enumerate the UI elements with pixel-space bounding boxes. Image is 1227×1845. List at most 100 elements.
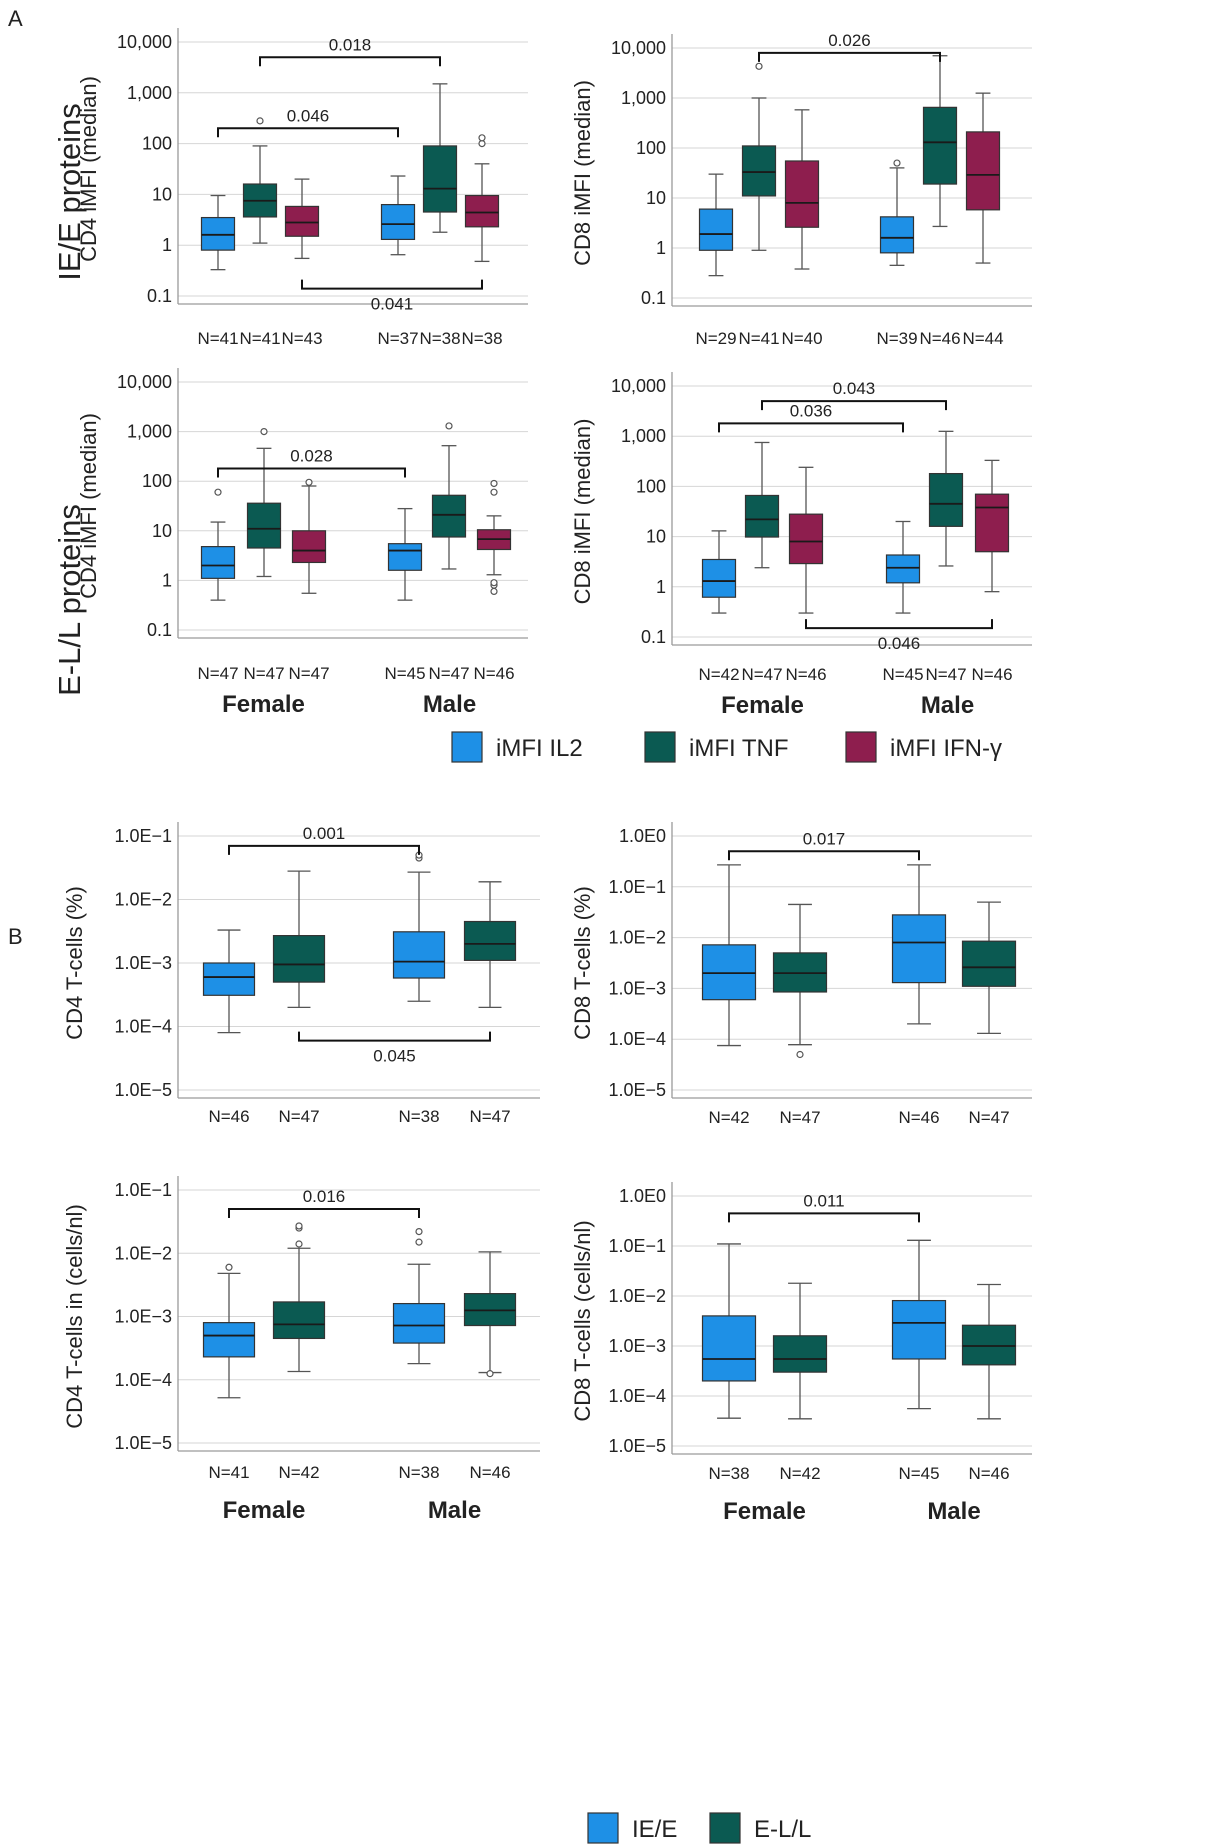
outlier-point <box>478 134 486 142</box>
box-e_l_l <box>463 920 517 961</box>
y-tick-label: 10 <box>646 527 666 547</box>
y-tick-label: 10,000 <box>117 32 172 52</box>
box-tnf <box>744 494 780 538</box>
box-ifn <box>284 205 320 237</box>
legend-label: IE/E <box>632 1816 677 1843</box>
legend-swatch <box>451 731 483 763</box>
n-label: N=46 <box>469 1463 510 1482</box>
y-tick-label: 0.1 <box>641 288 666 308</box>
box-ie_e <box>202 962 256 996</box>
n-label: N=46 <box>785 665 826 684</box>
box-e_l_l <box>272 1301 326 1340</box>
n-label: N=47 <box>197 664 238 683</box>
significance-bracket <box>728 1212 920 1223</box>
significance-bracket <box>758 51 941 62</box>
charts-container: 0.1 1 10 100 1,000 10,000 CD4 iMFI (median) N=4… <box>62 28 1032 1525</box>
box-ifn <box>291 530 327 564</box>
n-label: N=47 <box>741 665 782 684</box>
n-label: N=38 <box>708 1464 749 1483</box>
box-il2 <box>380 203 416 241</box>
p-value-label: 0.041 <box>371 295 414 314</box>
p-value-label: 0.001 <box>303 824 346 843</box>
p-value-label: 0.018 <box>329 35 372 54</box>
outlier-point <box>225 1263 233 1271</box>
n-label: N=47 <box>925 665 966 684</box>
y-axis-label: CD4 iMFI (median) <box>76 76 101 262</box>
y-tick-label: 1.0E−3 <box>608 978 666 998</box>
box-ie_e <box>891 914 947 984</box>
outlier-point <box>755 62 763 70</box>
y-tick-label: 1.0E−5 <box>114 1080 172 1100</box>
legend-label: iMFI IL2 <box>496 735 583 762</box>
n-label: N=42 <box>698 665 739 684</box>
y-axis-label: CD8 iMFI (median) <box>570 80 595 266</box>
y-tick-label: 1.0E0 <box>619 1186 666 1206</box>
y-tick-label: 1.0E−3 <box>114 953 172 973</box>
significance-bracket <box>259 56 441 67</box>
significance-bracket <box>805 619 993 630</box>
significance-bracket <box>761 400 947 411</box>
row-label-e-l-l: E-L/L proteins <box>52 504 87 696</box>
y-tick-label: 1 <box>656 577 666 597</box>
y-tick-label: 100 <box>142 471 172 491</box>
y-axis-label: CD8 T-cells (cells/nl) <box>570 1220 595 1421</box>
box-ifn <box>965 131 1001 211</box>
n-label: N=45 <box>898 1464 939 1483</box>
legend-label: iMFI IFN-γ <box>890 735 1002 762</box>
n-label: N=40 <box>781 329 822 348</box>
significance-bracket <box>217 127 399 138</box>
group-label: Female <box>721 692 804 719</box>
outlier-point <box>490 579 498 587</box>
y-tick-label: 10 <box>152 521 172 541</box>
box-tnf <box>422 145 458 213</box>
group-label: Female <box>222 691 305 718</box>
n-label: N=46 <box>968 1464 1009 1483</box>
p-value-label: 0.026 <box>828 31 871 50</box>
y-tick-label: 1.0E−4 <box>114 1017 172 1037</box>
y-axis-label: CD4 T-cells (%) <box>62 886 87 1040</box>
n-label: N=41 <box>197 329 238 348</box>
y-tick-label: 100 <box>142 134 172 154</box>
box-il2 <box>885 554 921 584</box>
box-tnf <box>246 502 282 549</box>
y-tick-label: 0.1 <box>641 627 666 647</box>
panel-letter-b: B <box>8 924 23 949</box>
legends-container: iMFI IL2 iMFI TNF iMFI IFN-γ IE/E E-L/L <box>451 731 1002 1844</box>
box-il2 <box>879 216 915 254</box>
y-tick-label: 1.0E−4 <box>114 1370 172 1390</box>
y-tick-label: 1.0E−2 <box>608 1286 666 1306</box>
box-ie_e <box>202 1322 256 1358</box>
significance-bracket <box>298 1031 491 1042</box>
y-tick-label: 1,000 <box>621 426 666 446</box>
n-label: N=46 <box>473 664 514 683</box>
legend-2: IE/E E-L/L <box>587 1812 811 1844</box>
outlier-point <box>490 587 498 596</box>
legend-swatch <box>587 1812 619 1844</box>
y-tick-label: 0.1 <box>147 286 172 306</box>
outlier-point <box>415 1238 423 1246</box>
outlier-point <box>486 1370 494 1378</box>
significance-bracket <box>228 1208 420 1219</box>
y-tick-label: 1.0E−1 <box>114 1180 172 1200</box>
box-ifn <box>784 160 820 228</box>
outlier-point <box>295 1222 303 1230</box>
box-tnf <box>741 145 777 197</box>
box-ifn <box>788 513 824 565</box>
n-label: N=42 <box>779 1464 820 1483</box>
n-label: N=45 <box>882 665 923 684</box>
box-ie_e <box>392 1302 446 1344</box>
group-label: Female <box>223 1497 306 1524</box>
group-label: Male <box>921 692 974 719</box>
y-tick-label: 1,000 <box>127 422 172 442</box>
y-tick-label: 1.0E0 <box>619 826 666 846</box>
box-il2 <box>701 558 737 598</box>
n-label: N=38 <box>398 1107 439 1126</box>
legend-swatch <box>644 731 676 763</box>
outlier-point <box>415 1227 423 1236</box>
outlier-point <box>490 488 498 496</box>
panel-letter-a: A <box>8 6 23 31</box>
outlier-point <box>445 422 453 430</box>
p-value-label: 0.017 <box>803 829 846 848</box>
y-tick-label: 1.0E−3 <box>608 1336 666 1356</box>
box-tnf <box>928 472 964 527</box>
